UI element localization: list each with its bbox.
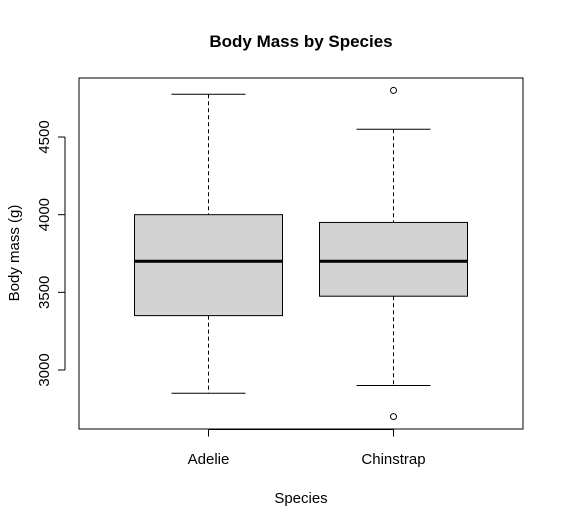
iqr-box <box>319 221 468 297</box>
x-tick-label: Chinstrap <box>361 451 425 468</box>
box-adelie <box>134 93 283 394</box>
x-axis: Adelie Chinstrap <box>188 429 426 468</box>
outlier-point <box>390 86 397 94</box>
iqr-box <box>134 214 283 317</box>
y-axis-label: Body mass (g) <box>6 205 23 302</box>
x-tick-label: Adelie <box>188 451 230 468</box>
y-tick-label: 3000 <box>36 353 53 386</box>
y-tick-label: 3500 <box>36 276 53 309</box>
y-tick-label: 4000 <box>36 198 53 231</box>
outlier-point <box>390 413 397 421</box>
x-axis-label: Species <box>274 490 327 507</box>
y-tick-label: 4500 <box>36 120 53 153</box>
y-axis: 3000 3500 4000 4500 <box>36 120 66 387</box>
box-series <box>134 86 468 421</box>
chart-title: Body Mass by Species <box>209 32 392 51</box>
box-chinstrap <box>319 86 468 421</box>
